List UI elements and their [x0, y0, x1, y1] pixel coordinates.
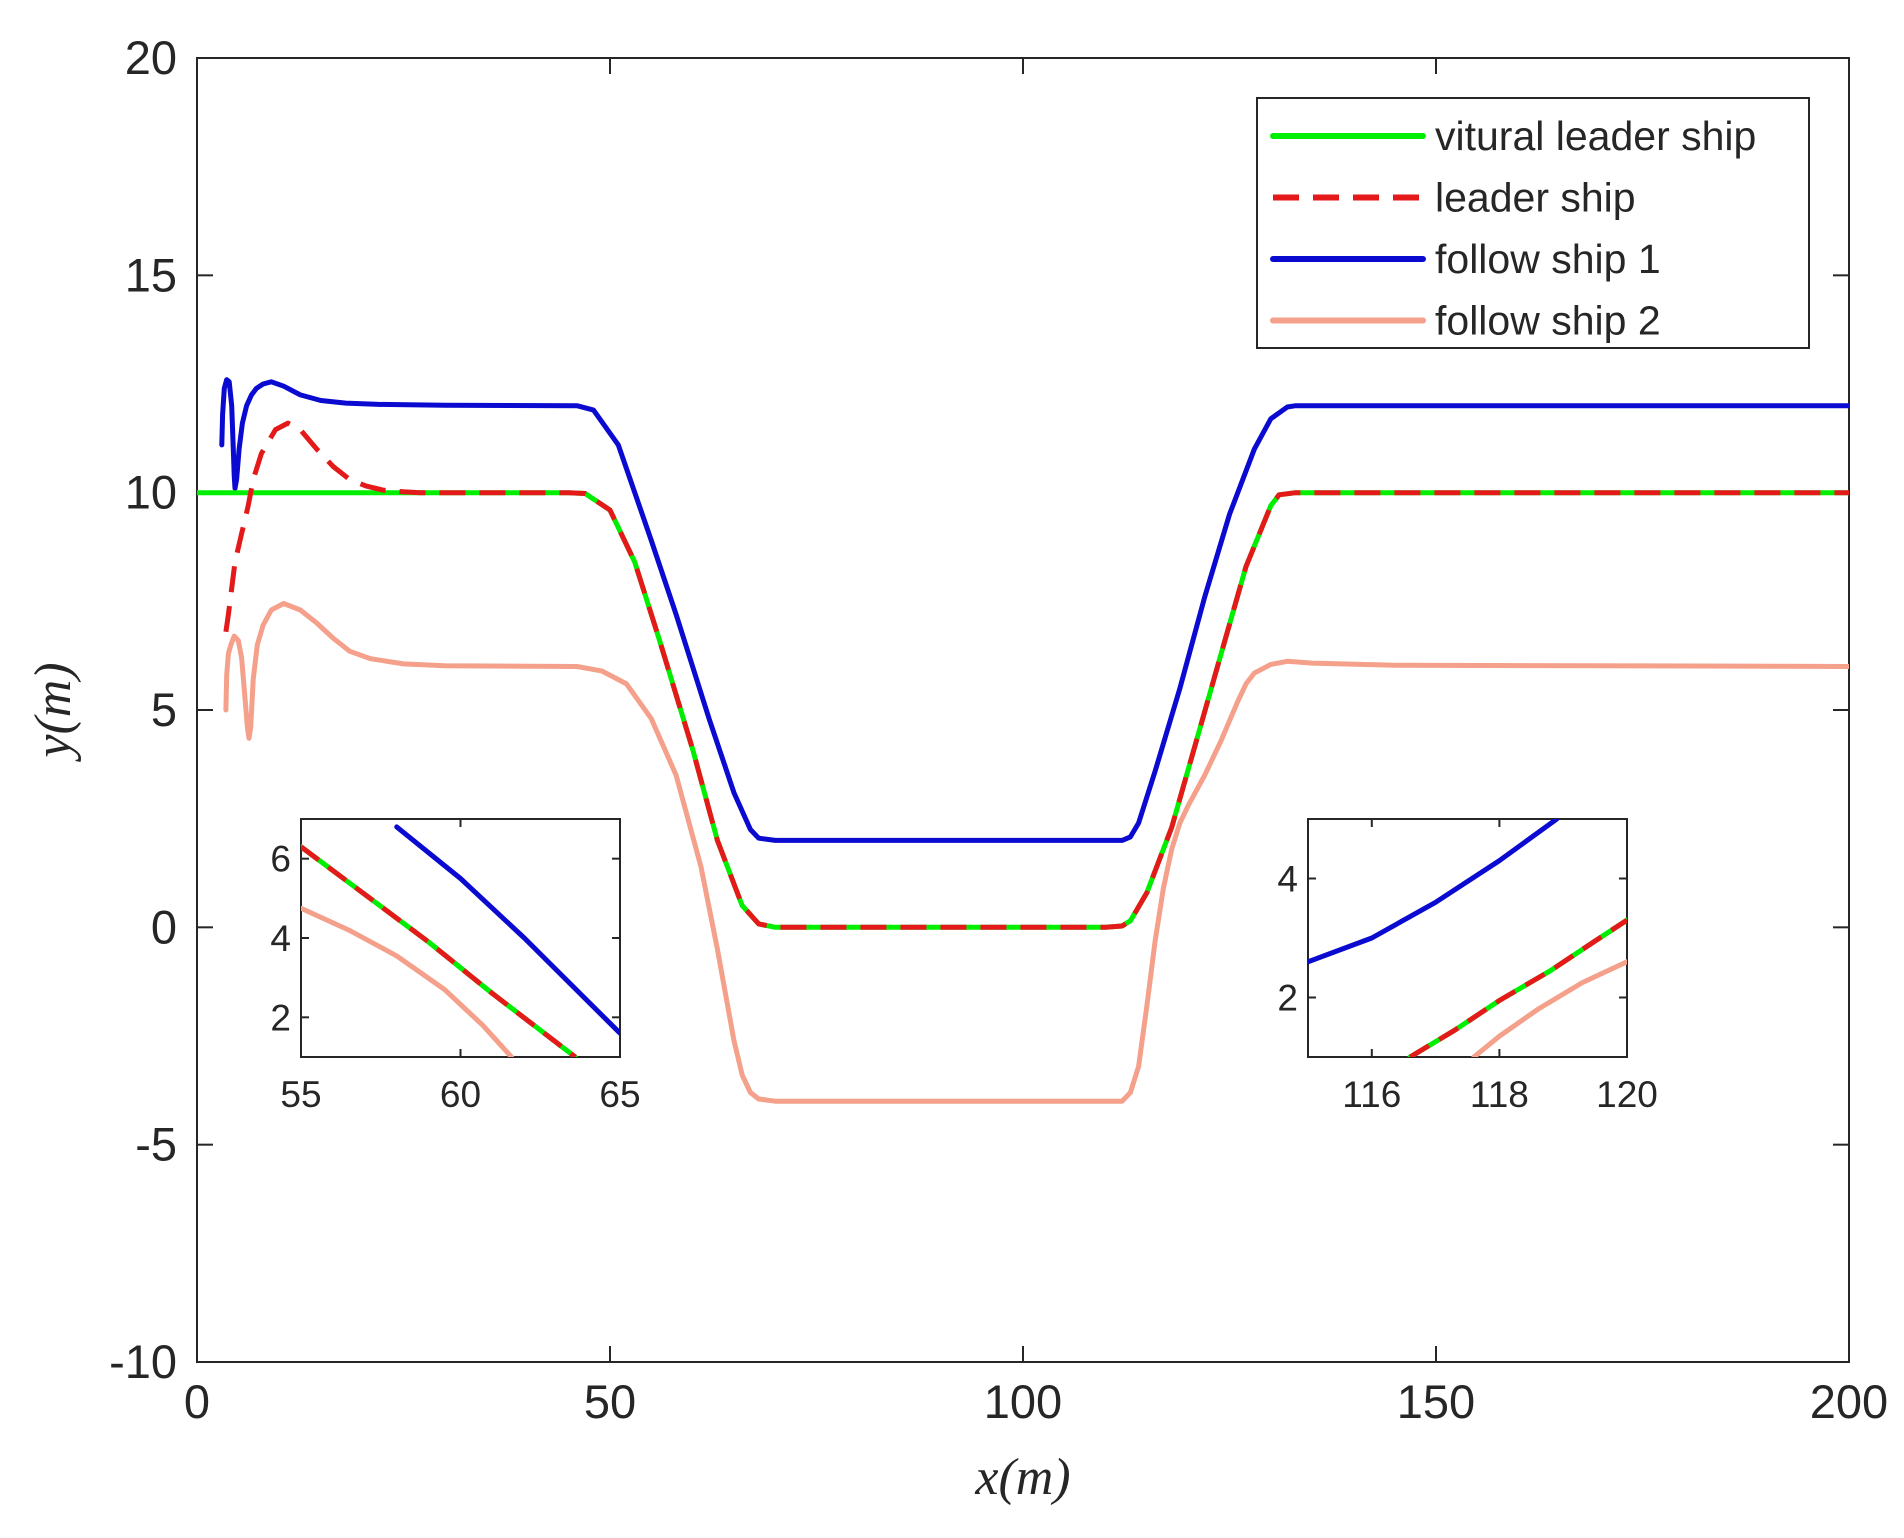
- inset-series-group: [301, 824, 620, 1057]
- y-tick-label: 5: [151, 683, 177, 736]
- y-tick-label: 10: [125, 466, 177, 519]
- inset-series-line-follow-ship-2: [301, 905, 514, 1057]
- inset-x-tick-label: 65: [599, 1074, 640, 1115]
- series-line-leader-ship: [223, 420, 1849, 930]
- x-tick-label: 50: [584, 1375, 636, 1428]
- inset-x-tick-label: 118: [1470, 1074, 1529, 1115]
- legend-label-leader-ship: leader ship: [1435, 175, 1636, 221]
- series-line-follow-ship-2: [223, 601, 1849, 1104]
- legend-label-follow-ship-1: follow ship 1: [1435, 236, 1661, 282]
- legend-label-vitural-leader-ship: vitural leader ship: [1435, 113, 1756, 159]
- inset-series-line-leader-ship: [1408, 918, 1627, 1057]
- legend-label-follow-ship-2: follow ship 2: [1435, 298, 1661, 344]
- inset-series-group: [1308, 819, 1627, 1057]
- inset-frame: [300, 818, 621, 1058]
- inset-y-tick-label: 6: [270, 839, 291, 880]
- inset-series-line-follow-ship-1: [1308, 819, 1560, 965]
- series-line-follow-ship-1: [219, 377, 1849, 843]
- inset-series-line-follow-ship-1: [394, 824, 620, 1036]
- y-tick-label: -10: [109, 1335, 177, 1388]
- x-tick-label: 150: [1397, 1375, 1475, 1428]
- inset-y-tick-label: 2: [270, 997, 291, 1038]
- inset-y-tick-label: 4: [1277, 859, 1298, 900]
- inset-x-tick-label: 116: [1342, 1074, 1401, 1115]
- inset-x-tick-label: 60: [440, 1074, 481, 1115]
- x-axis-title: x(m): [974, 1449, 1070, 1506]
- inset-y-tick-label: 4: [270, 918, 291, 959]
- inset-y-tick-label: 2: [1277, 978, 1298, 1019]
- inset-x-tick-label: 120: [1596, 1074, 1658, 1115]
- inset-x-tick-label: 55: [280, 1074, 321, 1115]
- y-tick-label: 0: [151, 900, 177, 953]
- x-tick-label: 100: [984, 1375, 1062, 1428]
- y-axis-title: y(m): [25, 662, 82, 762]
- y-tick-label: -5: [135, 1118, 177, 1171]
- x-tick-label: 200: [1810, 1375, 1888, 1428]
- series-group: [197, 377, 1849, 1104]
- inset-frame: [1307, 818, 1628, 1058]
- inset-series-line-leader-ship: [301, 844, 577, 1057]
- y-tick-label: 15: [125, 248, 177, 301]
- legend-box: [1256, 97, 1810, 349]
- inset-series-line-follow-ship-2: [1471, 959, 1627, 1057]
- x-tick-label: 0: [184, 1375, 210, 1428]
- y-tick-label: 20: [125, 31, 177, 84]
